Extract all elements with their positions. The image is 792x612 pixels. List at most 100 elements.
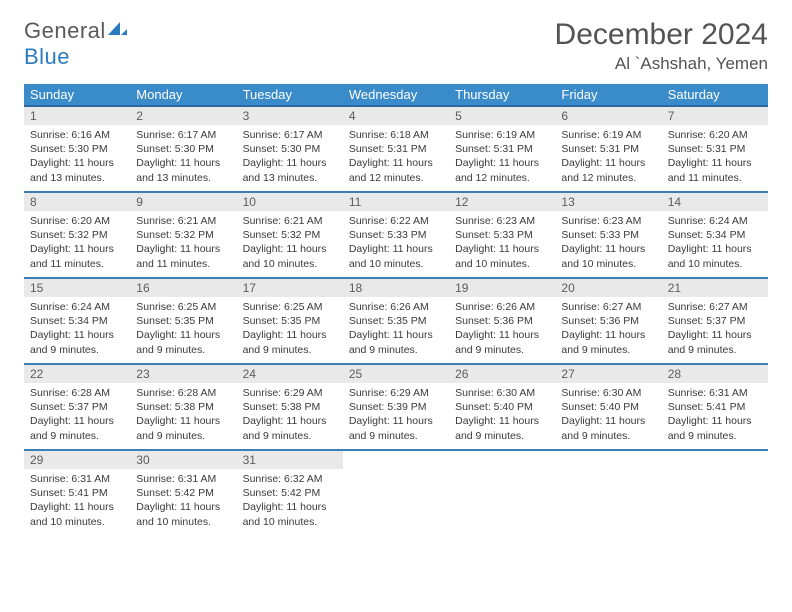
day-number: 11 xyxy=(343,193,449,211)
day-data: Sunrise: 6:20 AMSunset: 5:32 PMDaylight:… xyxy=(24,211,130,275)
calendar-cell: 23Sunrise: 6:28 AMSunset: 5:38 PMDayligh… xyxy=(130,364,236,450)
day-data: Sunrise: 6:27 AMSunset: 5:36 PMDaylight:… xyxy=(555,297,661,361)
calendar-row: 22Sunrise: 6:28 AMSunset: 5:37 PMDayligh… xyxy=(24,364,768,450)
logo-word1: General xyxy=(24,18,106,43)
day-number: 18 xyxy=(343,279,449,297)
title-block: December 2024 Al `Ashshah, Yemen xyxy=(555,18,768,74)
calendar-cell: 24Sunrise: 6:29 AMSunset: 5:38 PMDayligh… xyxy=(237,364,343,450)
day-data: Sunrise: 6:21 AMSunset: 5:32 PMDaylight:… xyxy=(130,211,236,275)
calendar-cell: 11Sunrise: 6:22 AMSunset: 5:33 PMDayligh… xyxy=(343,192,449,278)
day-data: Sunrise: 6:24 AMSunset: 5:34 PMDaylight:… xyxy=(24,297,130,361)
calendar-cell: 15Sunrise: 6:24 AMSunset: 5:34 PMDayligh… xyxy=(24,278,130,364)
day-data: Sunrise: 6:30 AMSunset: 5:40 PMDaylight:… xyxy=(449,383,555,447)
day-number: 29 xyxy=(24,451,130,469)
day-data: Sunrise: 6:23 AMSunset: 5:33 PMDaylight:… xyxy=(449,211,555,275)
calendar-cell: 2Sunrise: 6:17 AMSunset: 5:30 PMDaylight… xyxy=(130,106,236,192)
calendar-cell: 8Sunrise: 6:20 AMSunset: 5:32 PMDaylight… xyxy=(24,192,130,278)
calendar-cell: 28Sunrise: 6:31 AMSunset: 5:41 PMDayligh… xyxy=(662,364,768,450)
logo-text: GeneralBlue xyxy=(24,18,128,70)
weekday-header: Tuesday xyxy=(237,84,343,106)
calendar-cell: 26Sunrise: 6:30 AMSunset: 5:40 PMDayligh… xyxy=(449,364,555,450)
weekday-header: Wednesday xyxy=(343,84,449,106)
day-number: 14 xyxy=(662,193,768,211)
day-number: 3 xyxy=(237,107,343,125)
calendar-cell: 14Sunrise: 6:24 AMSunset: 5:34 PMDayligh… xyxy=(662,192,768,278)
day-number: 2 xyxy=(130,107,236,125)
day-data: Sunrise: 6:28 AMSunset: 5:37 PMDaylight:… xyxy=(24,383,130,447)
day-number: 10 xyxy=(237,193,343,211)
calendar-table: SundayMondayTuesdayWednesdayThursdayFrid… xyxy=(24,84,768,536)
day-data: Sunrise: 6:18 AMSunset: 5:31 PMDaylight:… xyxy=(343,125,449,189)
day-number: 7 xyxy=(662,107,768,125)
weekday-header: Sunday xyxy=(24,84,130,106)
day-number: 20 xyxy=(555,279,661,297)
calendar-row: 29Sunrise: 6:31 AMSunset: 5:41 PMDayligh… xyxy=(24,450,768,536)
weekday-header: Thursday xyxy=(449,84,555,106)
calendar-row: 15Sunrise: 6:24 AMSunset: 5:34 PMDayligh… xyxy=(24,278,768,364)
logo-word2: Blue xyxy=(24,44,70,69)
day-data: Sunrise: 6:31 AMSunset: 5:41 PMDaylight:… xyxy=(662,383,768,447)
calendar-cell: 3Sunrise: 6:17 AMSunset: 5:30 PMDaylight… xyxy=(237,106,343,192)
day-data: Sunrise: 6:19 AMSunset: 5:31 PMDaylight:… xyxy=(449,125,555,189)
day-number: 27 xyxy=(555,365,661,383)
day-data: Sunrise: 6:29 AMSunset: 5:38 PMDaylight:… xyxy=(237,383,343,447)
calendar-cell xyxy=(555,450,661,536)
day-number: 28 xyxy=(662,365,768,383)
day-data: Sunrise: 6:26 AMSunset: 5:35 PMDaylight:… xyxy=(343,297,449,361)
calendar-cell: 22Sunrise: 6:28 AMSunset: 5:37 PMDayligh… xyxy=(24,364,130,450)
day-number: 8 xyxy=(24,193,130,211)
calendar-cell: 13Sunrise: 6:23 AMSunset: 5:33 PMDayligh… xyxy=(555,192,661,278)
day-data: Sunrise: 6:30 AMSunset: 5:40 PMDaylight:… xyxy=(555,383,661,447)
calendar-cell: 17Sunrise: 6:25 AMSunset: 5:35 PMDayligh… xyxy=(237,278,343,364)
calendar-cell: 30Sunrise: 6:31 AMSunset: 5:42 PMDayligh… xyxy=(130,450,236,536)
day-number: 16 xyxy=(130,279,236,297)
calendar-cell: 27Sunrise: 6:30 AMSunset: 5:40 PMDayligh… xyxy=(555,364,661,450)
day-data: Sunrise: 6:22 AMSunset: 5:33 PMDaylight:… xyxy=(343,211,449,275)
calendar-cell: 31Sunrise: 6:32 AMSunset: 5:42 PMDayligh… xyxy=(237,450,343,536)
day-data: Sunrise: 6:31 AMSunset: 5:42 PMDaylight:… xyxy=(130,469,236,533)
day-number: 19 xyxy=(449,279,555,297)
calendar-cell: 7Sunrise: 6:20 AMSunset: 5:31 PMDaylight… xyxy=(662,106,768,192)
weekday-header: Saturday xyxy=(662,84,768,106)
header: GeneralBlue December 2024 Al `Ashshah, Y… xyxy=(24,18,768,74)
calendar-cell: 20Sunrise: 6:27 AMSunset: 5:36 PMDayligh… xyxy=(555,278,661,364)
calendar-cell: 4Sunrise: 6:18 AMSunset: 5:31 PMDaylight… xyxy=(343,106,449,192)
day-number: 12 xyxy=(449,193,555,211)
calendar-cell: 25Sunrise: 6:29 AMSunset: 5:39 PMDayligh… xyxy=(343,364,449,450)
day-number: 30 xyxy=(130,451,236,469)
month-title: December 2024 xyxy=(555,18,768,52)
calendar-cell: 19Sunrise: 6:26 AMSunset: 5:36 PMDayligh… xyxy=(449,278,555,364)
logo: GeneralBlue xyxy=(24,18,128,70)
day-data: Sunrise: 6:16 AMSunset: 5:30 PMDaylight:… xyxy=(24,125,130,189)
day-data: Sunrise: 6:29 AMSunset: 5:39 PMDaylight:… xyxy=(343,383,449,447)
location: Al `Ashshah, Yemen xyxy=(555,54,768,74)
day-number: 24 xyxy=(237,365,343,383)
day-number: 26 xyxy=(449,365,555,383)
day-number: 22 xyxy=(24,365,130,383)
day-number: 17 xyxy=(237,279,343,297)
calendar-row: 1Sunrise: 6:16 AMSunset: 5:30 PMDaylight… xyxy=(24,106,768,192)
calendar-head: SundayMondayTuesdayWednesdayThursdayFrid… xyxy=(24,84,768,106)
weekday-header: Friday xyxy=(555,84,661,106)
calendar-cell: 21Sunrise: 6:27 AMSunset: 5:37 PMDayligh… xyxy=(662,278,768,364)
day-number: 23 xyxy=(130,365,236,383)
calendar-cell: 29Sunrise: 6:31 AMSunset: 5:41 PMDayligh… xyxy=(24,450,130,536)
day-number: 31 xyxy=(237,451,343,469)
day-data: Sunrise: 6:19 AMSunset: 5:31 PMDaylight:… xyxy=(555,125,661,189)
calendar-cell: 6Sunrise: 6:19 AMSunset: 5:31 PMDaylight… xyxy=(555,106,661,192)
day-data: Sunrise: 6:20 AMSunset: 5:31 PMDaylight:… xyxy=(662,125,768,189)
calendar-cell: 10Sunrise: 6:21 AMSunset: 5:32 PMDayligh… xyxy=(237,192,343,278)
day-data: Sunrise: 6:25 AMSunset: 5:35 PMDaylight:… xyxy=(130,297,236,361)
day-data: Sunrise: 6:32 AMSunset: 5:42 PMDaylight:… xyxy=(237,469,343,533)
weekday-row: SundayMondayTuesdayWednesdayThursdayFrid… xyxy=(24,84,768,106)
calendar-body: 1Sunrise: 6:16 AMSunset: 5:30 PMDaylight… xyxy=(24,106,768,536)
calendar-cell xyxy=(662,450,768,536)
day-number: 5 xyxy=(449,107,555,125)
day-number: 15 xyxy=(24,279,130,297)
calendar-cell xyxy=(343,450,449,536)
calendar-cell: 5Sunrise: 6:19 AMSunset: 5:31 PMDaylight… xyxy=(449,106,555,192)
calendar-cell: 12Sunrise: 6:23 AMSunset: 5:33 PMDayligh… xyxy=(449,192,555,278)
day-data: Sunrise: 6:26 AMSunset: 5:36 PMDaylight:… xyxy=(449,297,555,361)
day-data: Sunrise: 6:17 AMSunset: 5:30 PMDaylight:… xyxy=(237,125,343,189)
calendar-cell: 16Sunrise: 6:25 AMSunset: 5:35 PMDayligh… xyxy=(130,278,236,364)
